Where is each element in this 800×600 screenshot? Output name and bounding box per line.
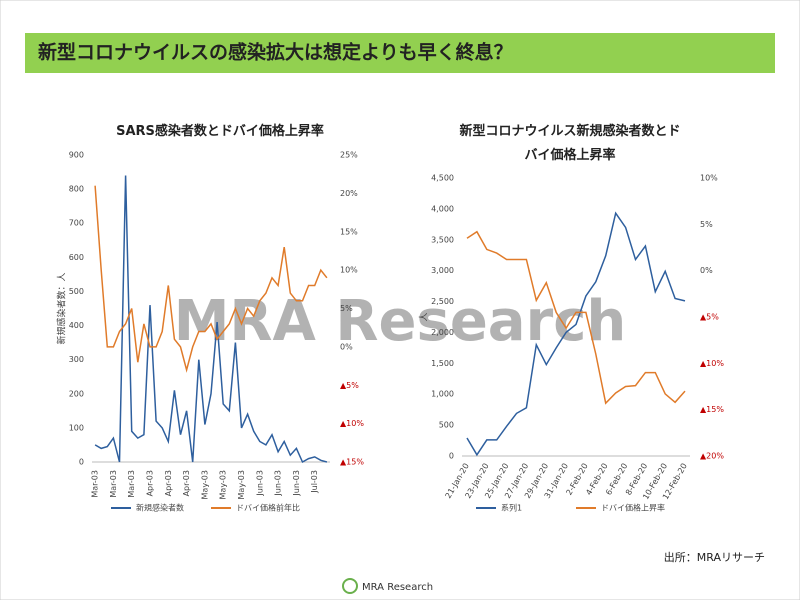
y2-tick-label: ▲5% bbox=[700, 313, 719, 322]
x-tick-label: May-03 bbox=[219, 470, 228, 499]
y2-tick-label: 10% bbox=[700, 174, 718, 183]
legend-label: ドバイ価格前年比 bbox=[236, 503, 300, 513]
chart-title: 新型コロナウイルス新規感染者数とドバイ価格上昇率 bbox=[459, 124, 681, 163]
y2-tick-label: 10% bbox=[340, 266, 358, 275]
series-line bbox=[94, 175, 328, 464]
y2-tick-label: ▲15% bbox=[700, 405, 724, 414]
header-title: 新型コロナウイルスの感染拡大は想定よりも早く終息？ bbox=[38, 41, 513, 64]
y-tick-label: 2,000 bbox=[431, 328, 454, 337]
y2-tick-label: 15% bbox=[340, 227, 358, 236]
y-tick-label: 500 bbox=[439, 421, 454, 430]
header-bar bbox=[25, 33, 775, 73]
x-tick-label: Mar-03 bbox=[127, 470, 136, 498]
x-tick-label: Apr-03 bbox=[182, 470, 191, 496]
y-tick-label: 700 bbox=[69, 219, 84, 228]
x-tick-label: Jun-03 bbox=[292, 470, 301, 497]
series-line bbox=[466, 230, 686, 405]
footer-logo bbox=[342, 578, 358, 594]
x-tick-label: May-03 bbox=[200, 470, 209, 499]
y2-tick-label: 0% bbox=[700, 266, 713, 275]
y2-tick-label: 0% bbox=[340, 342, 353, 351]
y-tick-label: 0 bbox=[449, 452, 454, 461]
y2-tick-label: 25% bbox=[340, 151, 358, 160]
y2-tick-label: ▲20% bbox=[700, 452, 724, 461]
x-tick-label: Jun-03 bbox=[255, 470, 264, 497]
y-tick-label: 3,000 bbox=[431, 266, 454, 275]
legend-label: 系列1 bbox=[501, 503, 522, 513]
watermark: MRA Research bbox=[174, 289, 627, 354]
legend-label: 新規感染者数 bbox=[136, 503, 184, 513]
y-tick-label: 500 bbox=[69, 287, 84, 296]
x-tick-label: Jul-03 bbox=[310, 470, 319, 494]
y2-tick-label: ▲10% bbox=[700, 359, 724, 368]
x-tick-label: Apr-03 bbox=[145, 470, 154, 496]
y-tick-label: 3,500 bbox=[431, 235, 454, 244]
y-tick-label: 4,500 bbox=[431, 174, 454, 183]
y2-tick-label: ▲15% bbox=[340, 458, 364, 467]
legend-label: ドバイ価格上昇率 bbox=[601, 503, 665, 513]
y2-tick-label: ▲10% bbox=[340, 419, 364, 428]
y-axis-label: 新規感染者数：人 bbox=[56, 272, 68, 344]
series-line bbox=[466, 211, 686, 457]
x-tick-label: Mar-03 bbox=[109, 470, 118, 498]
y-tick-label: 0 bbox=[79, 458, 84, 467]
y-axis-label: 人 bbox=[419, 312, 430, 321]
y2-tick-label: 5% bbox=[700, 220, 713, 229]
x-tick-label: May-03 bbox=[237, 470, 246, 499]
y-tick-label: 4,000 bbox=[431, 204, 454, 213]
y-tick-label: 100 bbox=[69, 423, 84, 432]
chart-title: SARS感染者数とドバイ価格上昇率 bbox=[116, 124, 324, 139]
y2-tick-label: 20% bbox=[340, 189, 358, 198]
source-note: 出所：MRAリサーチ bbox=[664, 550, 765, 564]
y-tick-label: 200 bbox=[69, 389, 84, 398]
y-tick-label: 1,000 bbox=[431, 390, 454, 399]
y-tick-label: 1,500 bbox=[431, 359, 454, 368]
x-tick-label: Jun-03 bbox=[274, 470, 283, 497]
y-tick-label: 800 bbox=[69, 185, 84, 194]
y-tick-label: 900 bbox=[69, 151, 84, 160]
x-tick-label: Apr-03 bbox=[164, 470, 173, 496]
y-tick-label: 300 bbox=[69, 355, 84, 364]
y-tick-label: 400 bbox=[69, 321, 84, 330]
series-line bbox=[94, 185, 328, 373]
y-tick-label: 600 bbox=[69, 253, 84, 262]
y2-tick-label: 5% bbox=[340, 304, 353, 313]
footer-brand: MRA Research bbox=[362, 582, 433, 593]
y2-tick-label: ▲5% bbox=[340, 381, 359, 390]
x-tick-label: Mar-03 bbox=[91, 470, 100, 498]
y-tick-label: 2,500 bbox=[431, 297, 454, 306]
